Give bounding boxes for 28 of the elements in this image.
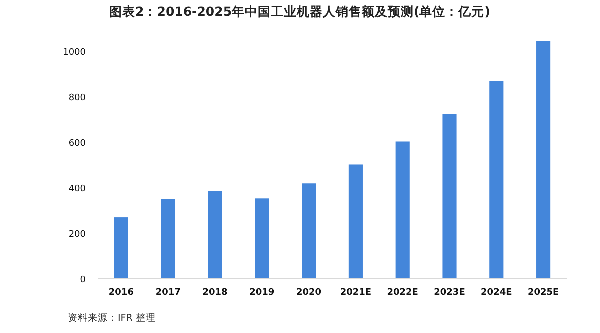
x-tick-label: 2024E bbox=[481, 288, 512, 298]
y-tick-label: 200 bbox=[68, 230, 86, 240]
y-tick-label: 0 bbox=[80, 276, 86, 286]
y-tick-label: 600 bbox=[68, 138, 86, 149]
bar bbox=[302, 184, 316, 279]
bar bbox=[208, 191, 222, 279]
bar bbox=[255, 198, 270, 279]
text: 资料来源：IFR 整理 bbox=[68, 312, 156, 324]
x-tick-label: 2016 bbox=[108, 288, 134, 298]
x-tick-label: 2018 bbox=[202, 288, 228, 298]
x-tick-label: 2019 bbox=[250, 288, 275, 298]
bar bbox=[396, 142, 410, 279]
x-tick-label: 2017 bbox=[156, 288, 181, 298]
x-tick-label: 2020 bbox=[296, 288, 322, 298]
y-tick-label: 1000 bbox=[63, 48, 86, 58]
bar bbox=[536, 41, 551, 279]
x-tick-label: 2025E bbox=[528, 288, 560, 298]
y-tick-label: 800 bbox=[68, 93, 86, 104]
x-tick-label: 2023E bbox=[434, 288, 466, 298]
bar bbox=[161, 199, 176, 279]
bar bbox=[490, 81, 504, 279]
x-tick-label: 2021E bbox=[340, 288, 372, 298]
bar bbox=[442, 114, 457, 279]
chart-title: 图表2：2016-2025年中国工业机器人销售额及预测(单位：亿元) bbox=[110, 4, 490, 19]
bar bbox=[348, 164, 363, 279]
y-tick-label: 400 bbox=[68, 184, 86, 194]
x-tick-label: 2022E bbox=[387, 288, 418, 298]
bar bbox=[114, 218, 128, 279]
